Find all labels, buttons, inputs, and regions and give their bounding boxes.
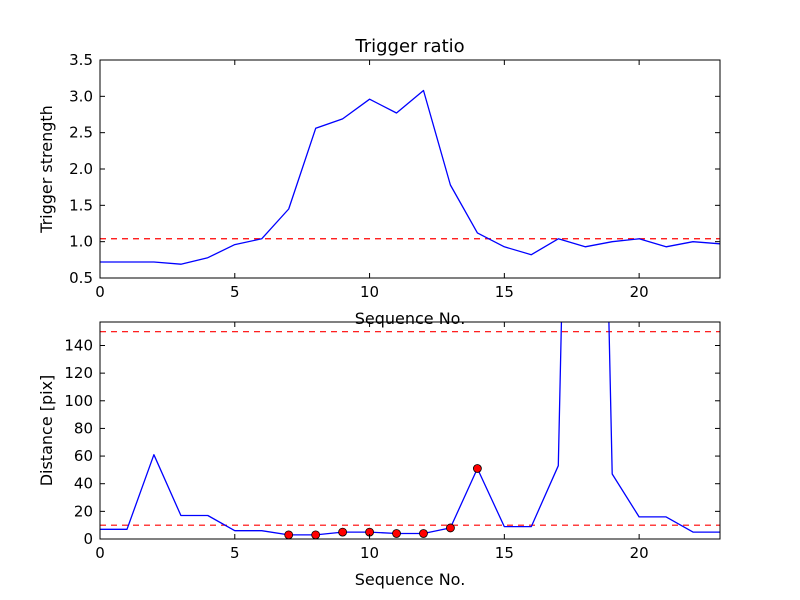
data-point-marker — [472, 464, 482, 473]
data-point-marker — [311, 530, 321, 539]
y-tick-label: 1.0 — [69, 233, 93, 251]
series-line — [100, 322, 720, 536]
x-tick-label: 15 — [495, 544, 514, 562]
y-tick-label: 40 — [74, 475, 93, 493]
x-tick-label: 10 — [360, 283, 379, 301]
distance-panel: 0 5 10 15 20 0 20 40 60 80 100 120 140 Sequence No. Di… — [37, 321, 721, 589]
x-tick-label: 5 — [230, 283, 240, 301]
x-tick-label: 20 — [630, 544, 649, 562]
x-tick-label: 15 — [495, 283, 514, 301]
y-tick-label: 100 — [64, 392, 93, 410]
y-tick-label: 60 — [74, 447, 93, 465]
y-tick-label: 20 — [74, 502, 93, 520]
y-tick-label: 2.0 — [69, 160, 93, 178]
y-tick-label: 0 — [83, 530, 93, 548]
x-axis-label: Sequence No. — [355, 309, 466, 328]
y-tick-label: 80 — [74, 419, 93, 437]
axes-frame — [99, 59, 721, 279]
y-tick-label: 3.5 — [69, 51, 93, 69]
data-point-marker — [419, 529, 428, 538]
y-tick-label: 2.5 — [69, 124, 93, 142]
plot-area — [100, 322, 720, 539]
data-point-marker — [446, 523, 455, 533]
x-axis-label: Sequence No. — [355, 570, 466, 589]
x-tick-label: 10 — [360, 544, 379, 562]
data-point-marker — [338, 527, 348, 537]
y-tick-label: 120 — [64, 364, 93, 382]
plot-area — [100, 89, 720, 265]
y-axis-label: Distance [pix] — [37, 375, 56, 487]
axes-frame — [99, 321, 721, 540]
y-tick-label: 1.5 — [69, 196, 93, 214]
x-tick-label: 5 — [230, 544, 240, 562]
trigger-ratio-panel: 0 5 10 15 20 0.5 1.0 1.5 2.0 2.5 3.0 3.5 Trigger rat… — [37, 36, 721, 328]
chart-title: Trigger ratio — [354, 36, 464, 57]
y-axis-label: Trigger strength — [37, 105, 56, 234]
data-point-marker — [284, 530, 294, 539]
y-tick-label: 3.0 — [69, 87, 93, 105]
y-tick-label: 0.5 — [69, 269, 93, 287]
x-tick-label: 0 — [95, 544, 105, 562]
y-tick-label: 140 — [64, 336, 93, 354]
x-tick-label: 0 — [95, 283, 105, 301]
x-tick-label: 20 — [630, 283, 649, 301]
data-point-marker — [392, 529, 401, 538]
series-line — [100, 89, 720, 265]
